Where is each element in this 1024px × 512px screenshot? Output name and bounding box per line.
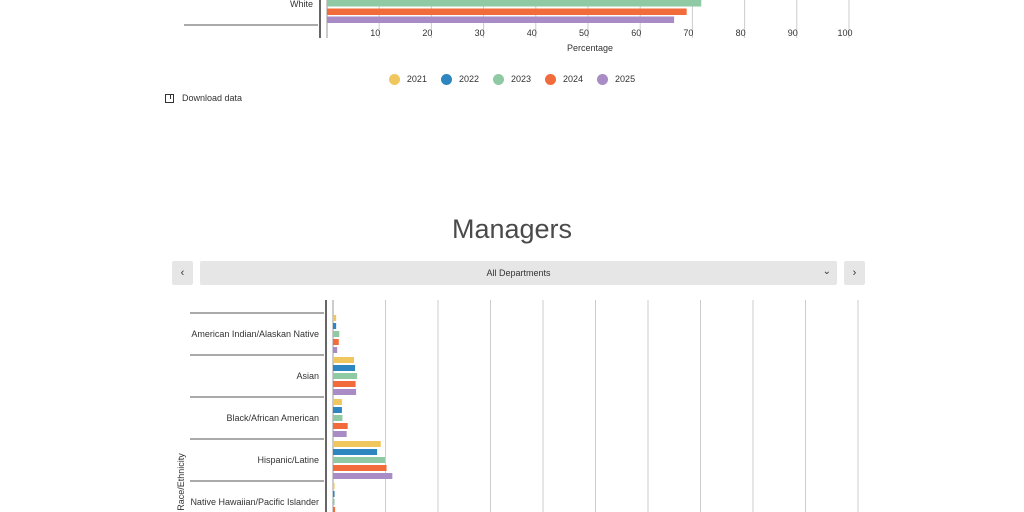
bar-2025-hispanic-latine — [333, 473, 393, 479]
bar-2021-asian — [333, 357, 354, 363]
bar-2024-asian — [333, 381, 356, 387]
bar-2021-american-indian-alaskan-native — [333, 315, 337, 321]
chart-legend: 2021 2022 2023 2024 2025 — [0, 70, 1024, 88]
legend-label: 2022 — [458, 74, 479, 84]
managers-title: Managers — [451, 214, 573, 244]
x-axis-title: Percentage — [567, 43, 613, 53]
bar-2021-native-hawaiian-pacific-islander — [333, 483, 335, 489]
x-tick-label: 40 — [527, 28, 537, 38]
x-tick-label: 100 — [837, 28, 852, 38]
y-axis-title: Race/Ethnicity — [176, 453, 186, 511]
bar-2025-white — [327, 16, 675, 23]
category-label: American Indian/Alaskan Native — [191, 329, 319, 339]
legend-item-2024[interactable]: 2024 — [545, 73, 584, 85]
x-tick-label: 60 — [631, 28, 641, 38]
category-label: Asian — [296, 371, 319, 381]
bar-2022-american-indian-alaskan-native — [333, 323, 337, 329]
bar-2023-native-hawaiian-pacific-islander — [333, 499, 335, 505]
category-label: Black/African American — [226, 413, 319, 423]
category-label: Hispanic/Latine — [257, 455, 319, 465]
legend-dot-icon — [388, 73, 400, 85]
bar-2021-black-african-american — [333, 399, 342, 405]
download-data-button[interactable]: Download data — [165, 91, 242, 105]
bar-2024-black-african-american — [333, 423, 348, 429]
legend-dot-icon — [492, 73, 504, 85]
bar-2022-native-hawaiian-pacific-islander — [333, 491, 335, 497]
bar-2023-asian — [333, 373, 358, 379]
x-tick-label: 10 — [370, 28, 380, 38]
legend-item-2022[interactable]: 2022 — [440, 73, 479, 85]
legend-item-2023[interactable]: 2023 — [492, 73, 532, 85]
bar-2023-hispanic-latine — [333, 457, 385, 463]
legend-label: 2025 — [615, 74, 636, 84]
category-label: White — [290, 0, 313, 9]
x-tick-label: 90 — [788, 28, 798, 38]
next-department-button[interactable]: › — [844, 261, 865, 285]
download-data-label: Download data — [182, 93, 243, 103]
bar-2022-hispanic-latine — [333, 449, 378, 455]
bar-2024-american-indian-alaskan-native — [333, 339, 339, 345]
bar-2024-native-hawaiian-pacific-islander — [333, 507, 336, 512]
bar-2023-american-indian-alaskan-native — [333, 331, 340, 337]
legend-item-2021[interactable]: 2021 — [388, 73, 427, 85]
legend-label: 2021 — [406, 74, 427, 84]
x-tick-label: 80 — [736, 28, 746, 38]
bar-2025-black-african-american — [333, 431, 347, 437]
legend-label: 2024 — [563, 74, 584, 84]
legend-dot-icon — [440, 73, 452, 85]
bar-2023-black-african-american — [333, 415, 343, 421]
department-select-value: All Departments — [486, 268, 551, 278]
bar-2025-asian — [333, 389, 357, 395]
legend-dot-icon — [545, 73, 557, 85]
x-tick-label: 50 — [579, 28, 589, 38]
prev-department-button[interactable]: ‹ — [172, 261, 193, 285]
category-label: Native Hawaiian/Pacific Islander — [190, 497, 319, 507]
chevron-right-icon: › — [852, 267, 857, 279]
chevron-left-icon: ‹ — [180, 267, 185, 279]
department-select[interactable]: All Departments ⌄ — [200, 261, 837, 285]
bar-2022-black-african-american — [333, 407, 342, 413]
x-tick-label: 20 — [422, 28, 432, 38]
bar-2021-hispanic-latine — [333, 441, 381, 447]
white-percentage-chart: 10 20 30 40 50 60 70 80 90 100 White Percentage — [184, 0, 853, 53]
x-tick-label: 70 — [683, 28, 693, 38]
chevron-down-icon: ⌄ — [822, 266, 831, 277]
bar-2023-white — [327, 0, 702, 7]
bar-2024-hispanic-latine — [333, 465, 387, 471]
legend-item-2025[interactable]: 2025 — [597, 73, 636, 85]
download-icon — [165, 93, 174, 103]
bar-2025-american-indian-alaskan-native — [333, 347, 338, 353]
legend-label: 2023 — [510, 74, 532, 84]
x-tick-label: 30 — [475, 28, 485, 38]
bar-2024-white — [327, 8, 687, 15]
bar-2022-asian — [333, 365, 356, 371]
legend-dot-icon — [597, 73, 609, 85]
